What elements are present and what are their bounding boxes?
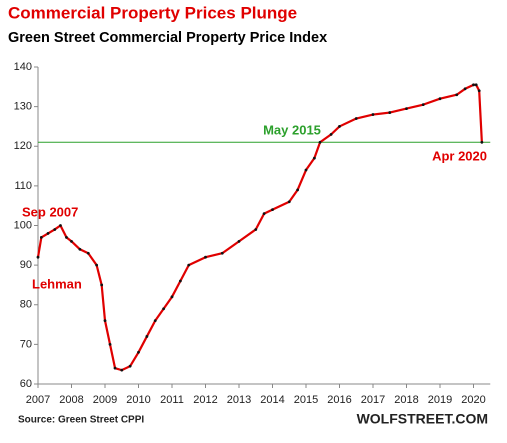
y-tick-label: 110 — [14, 180, 32, 192]
data-point — [78, 247, 82, 251]
chart-subtitle: Green Street Commercial Property Price I… — [8, 30, 327, 46]
x-tick-label: 2018 — [394, 394, 418, 406]
data-point — [153, 319, 157, 322]
x-tick-label: 2019 — [428, 394, 452, 406]
annotation: Lehman — [32, 276, 82, 291]
data-point — [145, 335, 149, 338]
x-tick-label: 2017 — [361, 394, 385, 406]
x-tick-label: 2014 — [260, 394, 284, 406]
data-point — [113, 366, 117, 370]
data-point — [39, 235, 43, 239]
data-point — [318, 140, 322, 144]
x-tick-label: 2011 — [160, 394, 184, 406]
data-point — [59, 224, 62, 227]
data-point — [338, 125, 341, 128]
data-point — [312, 156, 316, 160]
y-tick-label: 100 — [14, 219, 32, 231]
data-point — [405, 107, 408, 111]
brand: WOLFSTREET.COM — [357, 411, 488, 427]
data-point — [178, 279, 182, 283]
data-point — [371, 113, 375, 116]
y-tick-label: 120 — [14, 140, 32, 152]
data-point — [36, 255, 40, 259]
data-point — [388, 111, 392, 114]
y-tick-label: 90 — [20, 259, 32, 271]
data-point — [296, 188, 300, 192]
data-point — [170, 295, 174, 299]
x-tick-label: 2009 — [93, 394, 117, 406]
data-point — [474, 83, 478, 87]
annotation: Apr 2020 — [432, 148, 487, 163]
data-point — [162, 307, 166, 311]
x-tick-label: 2015 — [294, 394, 318, 406]
y-tick-label: 80 — [20, 299, 32, 311]
data-point — [421, 103, 425, 107]
y-tick-label: 60 — [20, 378, 32, 390]
data-point — [70, 239, 73, 243]
data-point — [204, 255, 207, 259]
data-point — [354, 117, 358, 120]
chart-title: Commercial Property Prices Plunge — [8, 3, 297, 22]
data-point — [187, 263, 191, 267]
data-point — [455, 93, 459, 97]
y-tick-label: 140 — [14, 61, 32, 73]
data-point — [137, 350, 140, 354]
data-point — [53, 228, 57, 231]
data-point — [103, 319, 107, 322]
data-point — [65, 235, 68, 239]
x-tick-label: 2012 — [193, 394, 217, 406]
x-tick-label: 2016 — [327, 394, 351, 406]
data-point — [128, 364, 132, 368]
data-point — [438, 97, 442, 101]
data-point — [480, 140, 484, 144]
data-point — [472, 83, 475, 87]
annotation: Sep 2007 — [22, 204, 78, 219]
data-point — [254, 228, 258, 231]
x-tick-label: 2007 — [26, 394, 50, 406]
x-tick-label: 2013 — [227, 394, 251, 406]
series-line — [36, 83, 483, 372]
data-point — [120, 368, 124, 372]
data-point — [304, 168, 308, 172]
data-point — [271, 208, 274, 212]
data-point — [262, 212, 266, 216]
annotation: May 2015 — [263, 122, 321, 137]
data-point — [287, 200, 291, 204]
data-point — [220, 251, 224, 255]
source: Source: Green Street CPPI — [18, 415, 144, 426]
data-point — [46, 232, 50, 235]
y-tick-label: 70 — [20, 338, 32, 350]
data-point — [100, 283, 104, 287]
x-tick-label: 2010 — [126, 394, 150, 406]
data-point — [329, 132, 333, 136]
data-point — [237, 239, 241, 243]
data-point — [86, 251, 90, 255]
data-point — [477, 89, 481, 93]
data-point — [95, 263, 99, 267]
data-point — [108, 342, 112, 346]
data-point — [463, 87, 467, 91]
x-tick-label: 2020 — [461, 394, 485, 406]
y-tick-label: 130 — [14, 101, 32, 113]
x-tick-label: 2008 — [59, 394, 83, 406]
